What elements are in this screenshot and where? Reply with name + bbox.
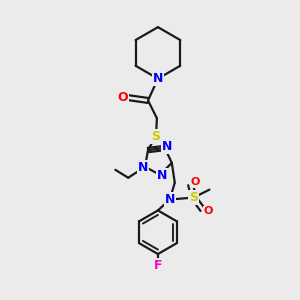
Text: O: O <box>204 206 213 216</box>
Text: F: F <box>154 260 162 272</box>
Text: N: N <box>153 72 163 85</box>
Text: N: N <box>138 161 148 174</box>
Text: N: N <box>165 193 175 206</box>
Text: S: S <box>189 191 198 204</box>
Text: O: O <box>117 91 128 104</box>
Text: O: O <box>191 177 200 187</box>
Text: N: N <box>157 169 167 182</box>
Text: N: N <box>162 140 172 152</box>
Text: S: S <box>152 130 160 142</box>
